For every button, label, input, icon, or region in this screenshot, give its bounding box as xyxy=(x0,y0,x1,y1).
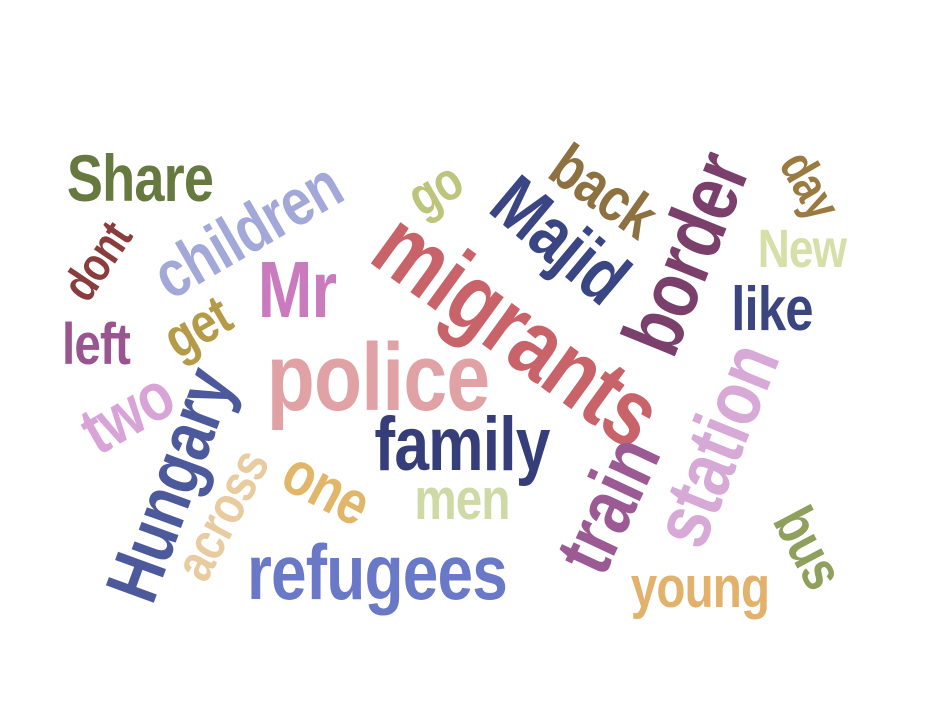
word-get: get xyxy=(152,282,242,371)
word-bus: bus xyxy=(760,496,857,600)
word-police: police xyxy=(266,324,490,431)
word-dont: dont xyxy=(52,212,143,311)
word-family: family xyxy=(374,402,550,487)
word-day: day xyxy=(768,141,852,229)
word-young: young xyxy=(630,555,770,620)
word-left: left xyxy=(61,312,131,377)
word-new: New xyxy=(757,219,847,279)
word-mr: Mr xyxy=(257,245,337,334)
word-one: one xyxy=(271,437,382,540)
word-men: men xyxy=(414,467,510,532)
word-like: like xyxy=(731,275,813,344)
word-share: Share xyxy=(66,141,214,215)
word-refugees: refugees xyxy=(246,528,508,616)
